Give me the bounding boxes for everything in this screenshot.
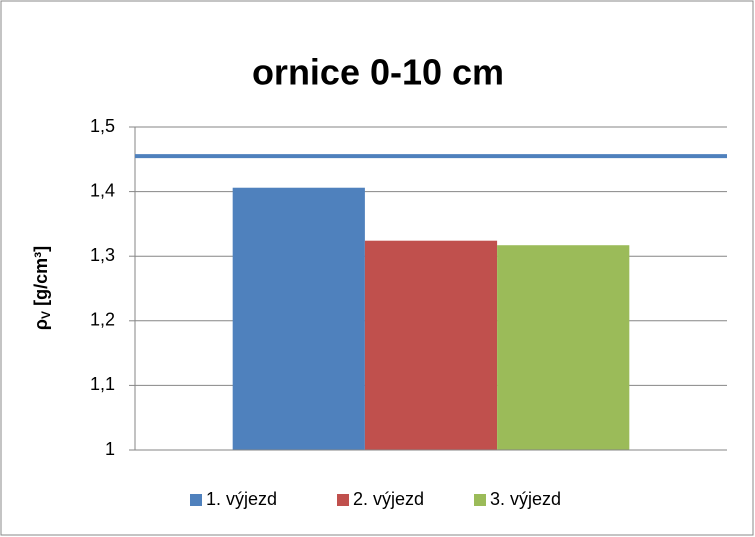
- y-label-symbol: ρ: [31, 319, 51, 330]
- bar: [232, 187, 365, 450]
- legend-swatch: [190, 494, 202, 506]
- y-label-unit: [g/cm³]: [31, 246, 51, 311]
- legend-swatch: [337, 494, 349, 506]
- y-tick-label: 1,1: [90, 374, 115, 394]
- legend-swatch: [474, 494, 486, 506]
- legend-label: 2. výjezd: [353, 489, 424, 509]
- y-label-subscript: V: [39, 311, 53, 319]
- y-tick-label: 1,5: [90, 116, 115, 136]
- legend-label: 1. výjezd: [206, 489, 277, 509]
- y-tick-label: 1: [105, 439, 115, 459]
- chart-title: ornice 0-10 cm: [252, 52, 504, 93]
- y-axis-label: ρV [g/cm³]: [31, 246, 53, 330]
- y-tick-label: 1,3: [90, 245, 115, 265]
- y-tick-label: 1,2: [90, 310, 115, 330]
- y-tick-label: 1,4: [90, 180, 115, 200]
- legend-label: 3. výjezd: [490, 489, 561, 509]
- bar: [497, 245, 630, 450]
- bar: [364, 240, 498, 450]
